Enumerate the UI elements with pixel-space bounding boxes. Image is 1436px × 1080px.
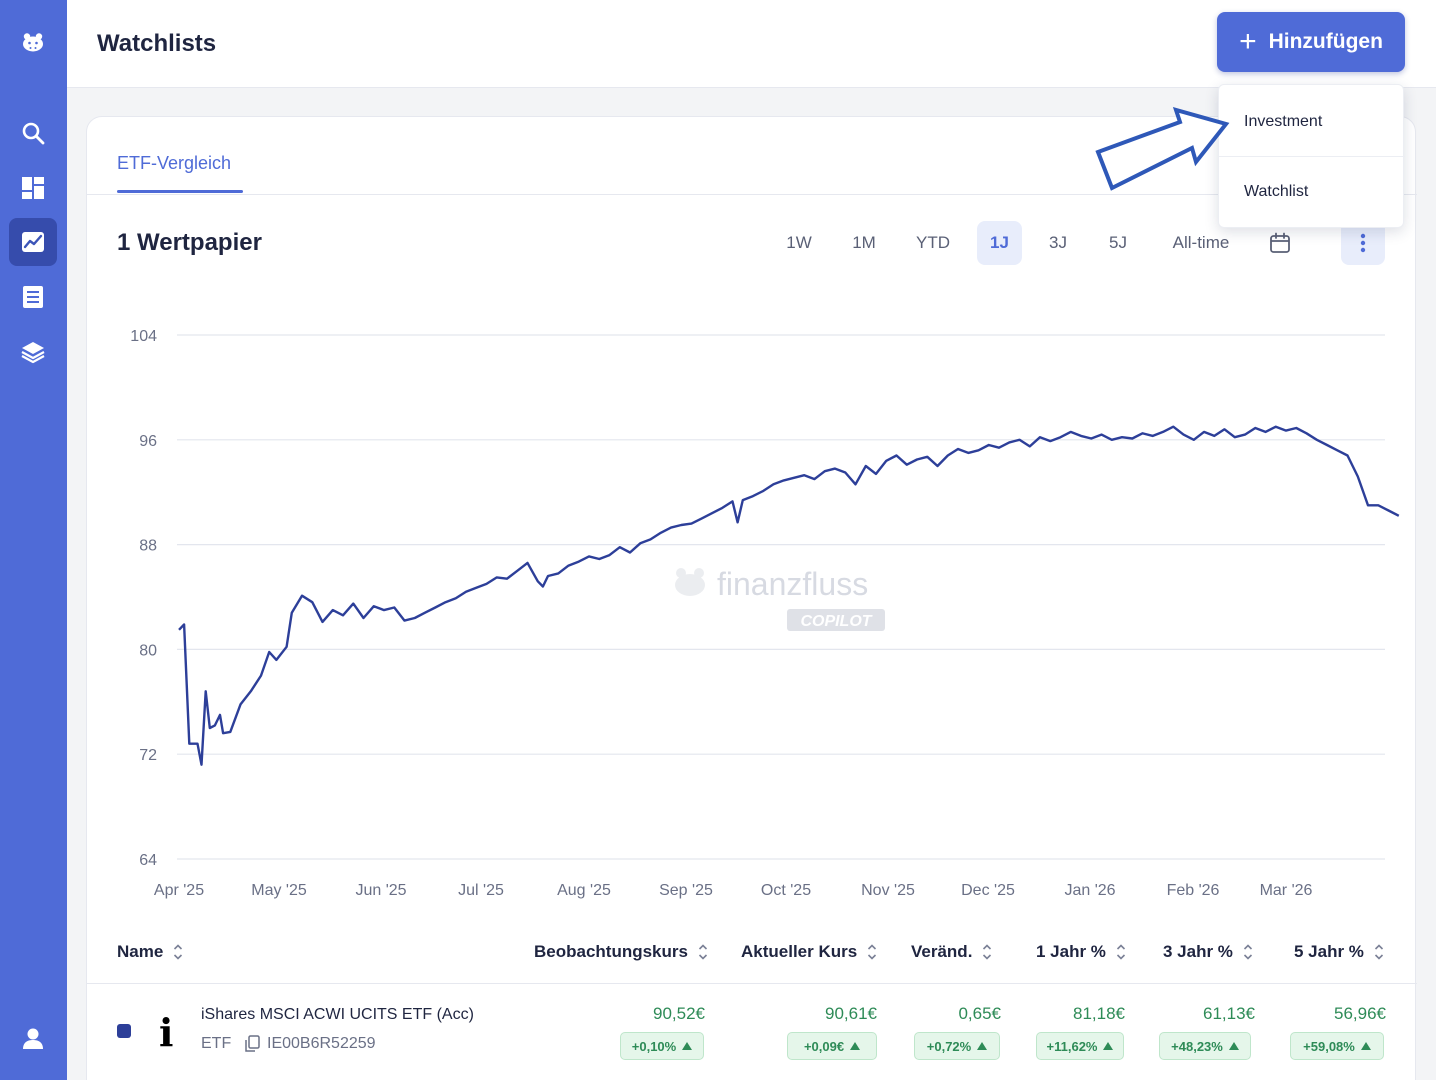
- col-name[interactable]: Name: [117, 942, 183, 962]
- series-color-marker: [117, 1024, 131, 1038]
- veraend-value: 0,65€: [958, 1004, 1001, 1023]
- up-triangle-icon: [682, 1042, 693, 1050]
- more-options-button[interactable]: [1341, 221, 1385, 265]
- x-tick-label: Jan '26: [1064, 882, 1115, 899]
- x-tick-label: Aug '25: [557, 882, 611, 899]
- col-5-jahr[interactable]: 5 Jahr %: [1294, 942, 1384, 962]
- calendar-icon[interactable]: [1268, 231, 1292, 255]
- aktueller-kurs-badge: +0,09€: [787, 1032, 877, 1060]
- y-tick-label: 80: [139, 642, 157, 659]
- x-tick-label: Jun '25: [355, 882, 406, 899]
- sort-icon: [982, 943, 992, 961]
- x-tick-label: Dec '25: [961, 882, 1015, 899]
- range-3j[interactable]: 3J: [1049, 233, 1067, 252]
- up-triangle-icon: [977, 1042, 988, 1050]
- sort-icon: [173, 943, 183, 961]
- x-tick-label: Mar '26: [1260, 882, 1313, 899]
- plus-icon: +: [1239, 25, 1257, 58]
- jahr3-badge: +48,23%: [1159, 1032, 1251, 1060]
- table-divider: [87, 983, 1417, 984]
- dashboard-icon[interactable]: [9, 164, 57, 212]
- menu-item-investment[interactable]: Investment: [1244, 113, 1323, 130]
- up-triangle-icon: [1103, 1042, 1114, 1050]
- x-tick-label: Feb '26: [1167, 882, 1220, 899]
- etf-name[interactable]: iShares MSCI ACWI UCITS ETF (Acc): [201, 1006, 474, 1023]
- jahr3-value: 61,13€: [1203, 1004, 1255, 1023]
- range-5j[interactable]: 5J: [1109, 233, 1127, 252]
- tab-active-indicator: [117, 190, 243, 193]
- watermark-hippo-icon: [675, 568, 705, 596]
- sort-icon: [1116, 943, 1126, 961]
- col-veraend[interactable]: Veränd.: [911, 942, 992, 962]
- jahr1-badge: +11,62%: [1036, 1032, 1124, 1060]
- price-chart[interactable]: finanzfluss COPILOT 64 72 80 88 96 104 Apr '25…: [87, 297, 1417, 907]
- y-tick-label: 72: [139, 747, 157, 764]
- add-button-label: Hinzufügen: [1268, 30, 1383, 53]
- watermark-brand: finanzfluss: [717, 566, 868, 602]
- y-tick-label: 64: [139, 852, 157, 869]
- veraend-badge: +0,72%: [914, 1032, 1000, 1060]
- page-title: Watchlists: [97, 30, 217, 57]
- section-title: 1 Wertpapier: [117, 229, 262, 256]
- etf-type: ETF: [201, 1035, 232, 1052]
- price-series-line[interactable]: [178, 425, 1400, 766]
- x-tick-label: Nov '25: [861, 882, 915, 899]
- annotation-arrow-icon: [1095, 107, 1230, 191]
- add-dropdown-menu: Investment Watchlist: [1218, 84, 1405, 228]
- more-vertical-icon: [1360, 233, 1366, 253]
- sort-icon: [698, 943, 708, 961]
- chart-icon[interactable]: [9, 218, 57, 266]
- up-triangle-icon: [850, 1042, 861, 1050]
- aktueller-kurs-value: 90,61€: [825, 1004, 877, 1023]
- copy-icon[interactable]: [244, 1035, 260, 1053]
- menu-item-watchlist[interactable]: Watchlist: [1244, 183, 1309, 200]
- tab-divider: [87, 194, 1417, 195]
- watermark-product: COPILOT: [800, 613, 872, 630]
- menu-divider: [1219, 156, 1405, 157]
- beobachtungskurs-value: 90,52€: [653, 1004, 705, 1023]
- x-tick-label: May '25: [251, 882, 307, 899]
- range-1j[interactable]: 1J: [977, 221, 1022, 265]
- sort-icon: [1374, 943, 1384, 961]
- search-icon[interactable]: [9, 109, 57, 157]
- range-1m[interactable]: 1M: [852, 233, 876, 252]
- x-tick-label: Oct '25: [761, 882, 811, 899]
- up-triangle-icon: [1228, 1042, 1239, 1050]
- ishares-logo: i: [159, 1010, 174, 1055]
- tab-etf-vergleich[interactable]: ETF-Vergleich: [117, 153, 232, 173]
- table-row[interactable]: i iShares MSCI ACWI UCITS ETF (Acc) ETF …: [87, 984, 1417, 1080]
- col-3-jahr[interactable]: 3 Jahr %: [1163, 942, 1253, 962]
- y-tick-label: 104: [130, 328, 157, 345]
- col-aktueller-kurs[interactable]: Aktueller Kurs: [741, 942, 877, 962]
- y-tick-label: 96: [139, 433, 157, 450]
- range-ytd[interactable]: YTD: [916, 233, 950, 252]
- range-1w[interactable]: 1W: [786, 233, 812, 252]
- jahr1-value: 81,18€: [1073, 1004, 1125, 1023]
- isin: IE00B6R52259: [267, 1035, 376, 1052]
- table-header: Name Beobachtungskurs Aktueller Kurs Ver…: [87, 932, 1417, 984]
- layers-icon[interactable]: [9, 328, 57, 376]
- list-icon[interactable]: [9, 273, 57, 321]
- col-1-jahr[interactable]: 1 Jahr %: [1036, 942, 1126, 962]
- watermark: finanzfluss COPILOT: [675, 566, 885, 631]
- beobachtungskurs-badge: +0,10%: [620, 1032, 704, 1060]
- watchlist-card: ETF-Vergleich 1 Wertpapier 1W 1M YTD 1J …: [86, 116, 1417, 1080]
- logo-hippo-icon[interactable]: [9, 18, 57, 66]
- sort-icon: [867, 943, 877, 961]
- x-tick-label: Apr '25: [154, 882, 204, 899]
- x-tick-label: Sep '25: [659, 882, 713, 899]
- jahr5-badge: +59,08%: [1290, 1032, 1384, 1060]
- add-button[interactable]: + Hinzufügen: [1217, 12, 1405, 72]
- user-icon[interactable]: [9, 1014, 57, 1062]
- range-all-time[interactable]: All-time: [1172, 233, 1230, 252]
- top-bar: Watchlists + Hinzufügen: [67, 0, 1436, 88]
- up-triangle-icon: [1360, 1042, 1371, 1050]
- x-tick-label: Jul '25: [458, 882, 504, 899]
- sort-icon: [1243, 943, 1253, 961]
- jahr5-value: 56,96€: [1334, 1004, 1386, 1023]
- y-tick-label: 88: [139, 538, 157, 555]
- sidebar: [0, 0, 67, 1080]
- col-beobachtungskurs[interactable]: Beobachtungskurs: [534, 942, 708, 962]
